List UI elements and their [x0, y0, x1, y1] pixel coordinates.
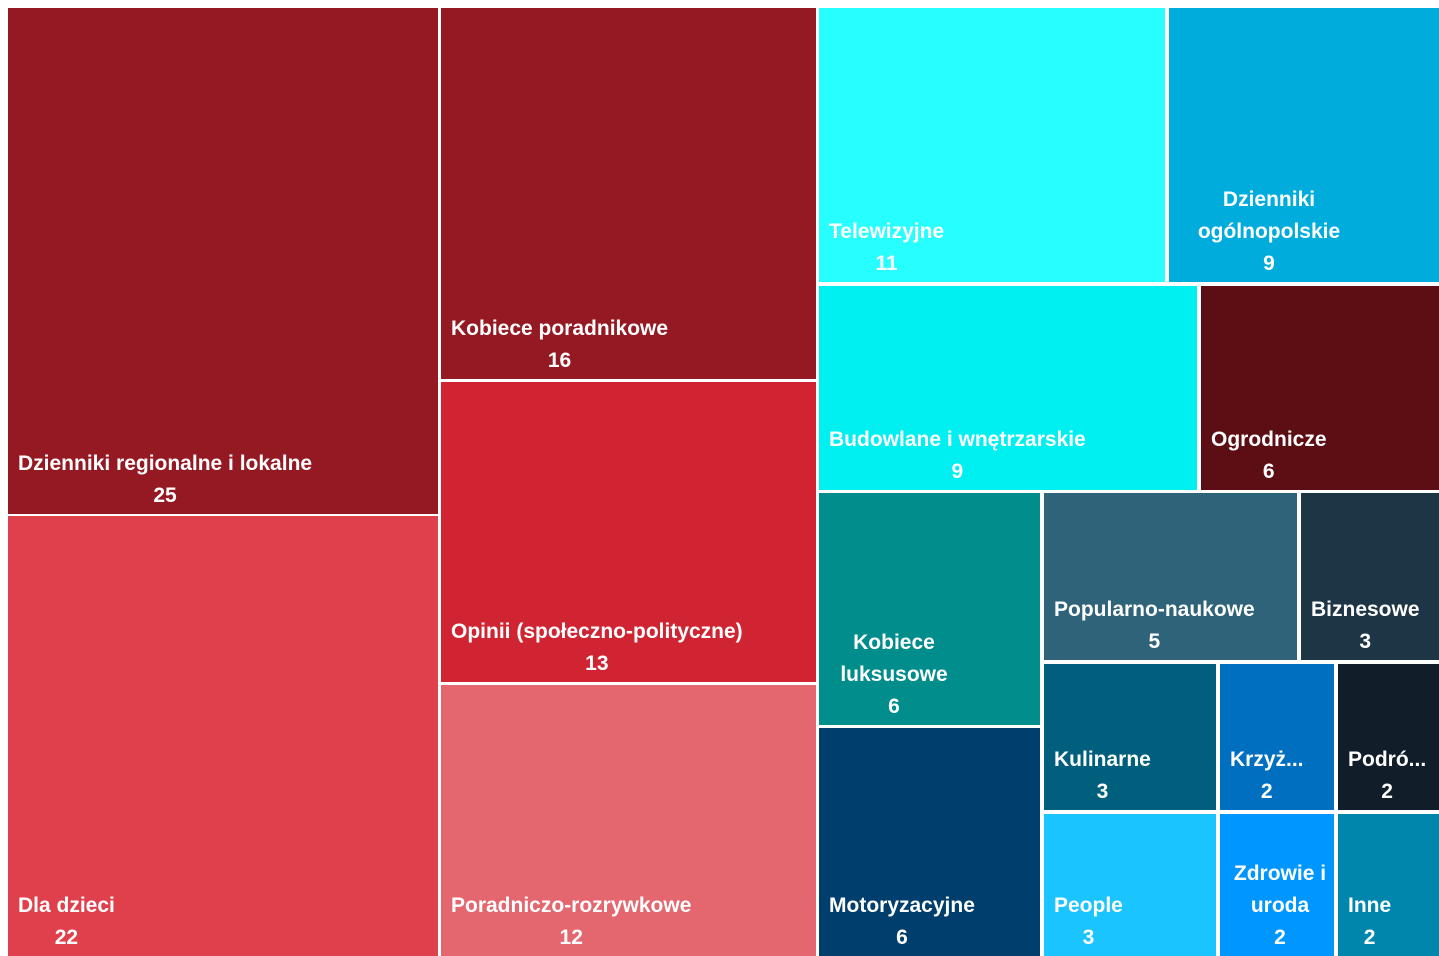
category-label: Kobiece poradnikowe [451, 317, 669, 340]
tile-label: Zdrowie i uroda 2 [1230, 858, 1330, 954]
tile: Motoryzacyjne 6 [819, 728, 1040, 956]
tile: Ogrodnicze 6 [1201, 286, 1439, 490]
value-label: 9 [951, 460, 964, 483]
category-label: Dzienniki regionalne i lokalne [18, 452, 313, 475]
value-label: 6 [896, 926, 908, 949]
tile-label: Dla dzieci 22 [18, 890, 115, 954]
value-label: 2 [1260, 780, 1273, 803]
tile-label: Popularno-naukowe 5 [1054, 594, 1255, 658]
tile: Budowlane i wnętrzarskie 9 [819, 286, 1197, 490]
tile-label: Poradniczo-rozrywkowe 12 [451, 890, 691, 954]
tile-label: People 3 [1054, 890, 1123, 954]
tile: Opinii (społeczno-polityczne) 13 [441, 382, 816, 682]
tile-label: Motoryzacyjne 6 [829, 890, 975, 954]
tile: Inne 2 [1338, 814, 1439, 956]
value-label: 6 [1262, 460, 1275, 483]
tile: Kobiece luksusowe 6 [819, 493, 1040, 725]
tile: Telewizyjne 11 [819, 8, 1165, 282]
value-label: 11 [875, 252, 898, 275]
category-label: Budowlane i wnętrzarskie [829, 428, 1086, 451]
tile-label: Opinii (społeczno-polityczne) 13 [451, 616, 743, 680]
category-label: Kulinarne [1054, 748, 1151, 771]
value-label: 3 [1359, 630, 1372, 653]
category-label: Opinii (społeczno-polityczne) [451, 620, 743, 643]
tile-label: Podró... 2 [1348, 744, 1426, 808]
category-label: Motoryzacyjne [829, 894, 975, 917]
tile-label: Kobiece luksusowe 6 [829, 627, 959, 723]
value-label: 9 [1263, 252, 1275, 275]
value-label: 2 [1274, 926, 1286, 949]
category-label: People [1054, 894, 1123, 917]
value-label: 22 [54, 926, 79, 949]
tile: People 3 [1044, 814, 1216, 956]
category-label: Dzienniki ogólnopolskie [1197, 188, 1341, 243]
value-label: 16 [547, 349, 572, 372]
value-label: 12 [559, 926, 583, 949]
tile: Kobiece poradnikowe 16 [441, 8, 816, 379]
category-label: Krzyż... [1230, 748, 1304, 771]
tile: Dla dzieci 22 [8, 516, 438, 956]
tile-label: Biznesowe 3 [1311, 594, 1420, 658]
category-label: Telewizyjne [829, 220, 945, 243]
value-label: 13 [585, 652, 609, 675]
tile-label: Kulinarne 3 [1054, 744, 1151, 808]
tile: Dzienniki ogólnopolskie 9 [1169, 8, 1439, 282]
value-label: 3 [1096, 780, 1109, 803]
tile-label: Ogrodnicze 6 [1211, 424, 1327, 488]
tile-label: Kobiece poradnikowe 16 [451, 313, 668, 377]
value-label: 5 [1148, 630, 1161, 653]
tile: Podró... 2 [1338, 664, 1439, 810]
tile-label: Dzienniki ogólnopolskie 9 [1179, 184, 1359, 280]
tile: Dzienniki regionalne i lokalne 25 [8, 8, 438, 514]
category-label: Podró... [1348, 748, 1427, 771]
category-label: Inne [1348, 894, 1392, 917]
category-label: Ogrodnicze [1211, 428, 1327, 451]
category-label: Zdrowie i uroda [1233, 862, 1327, 917]
tile: Krzyż... 2 [1220, 664, 1334, 810]
tile-label: Inne 2 [1348, 890, 1391, 954]
tile: Kulinarne 3 [1044, 664, 1216, 810]
tile-label: Dzienniki regionalne i lokalne 25 [18, 448, 312, 512]
tile: Zdrowie i uroda 2 [1220, 814, 1334, 956]
value-label: 3 [1082, 926, 1095, 949]
category-label: Popularno-naukowe [1054, 598, 1255, 621]
tile: Biznesowe 3 [1301, 493, 1439, 660]
category-label: Kobiece luksusowe [840, 631, 948, 686]
tile: Poradniczo-rozrywkowe 12 [441, 685, 816, 956]
value-label: 2 [1363, 926, 1376, 949]
tile-label: Budowlane i wnętrzarskie 9 [829, 424, 1086, 488]
category-label: Poradniczo-rozrywkowe [451, 894, 692, 917]
value-label: 25 [153, 484, 177, 507]
tile-label: Krzyż... 2 [1230, 744, 1304, 808]
category-label: Biznesowe [1311, 598, 1420, 621]
value-label: 6 [888, 695, 900, 718]
category-label: Dla dzieci [18, 894, 115, 917]
tile-label: Telewizyjne 11 [829, 216, 944, 280]
value-label: 2 [1381, 780, 1393, 803]
tile: Popularno-naukowe 5 [1044, 493, 1297, 660]
